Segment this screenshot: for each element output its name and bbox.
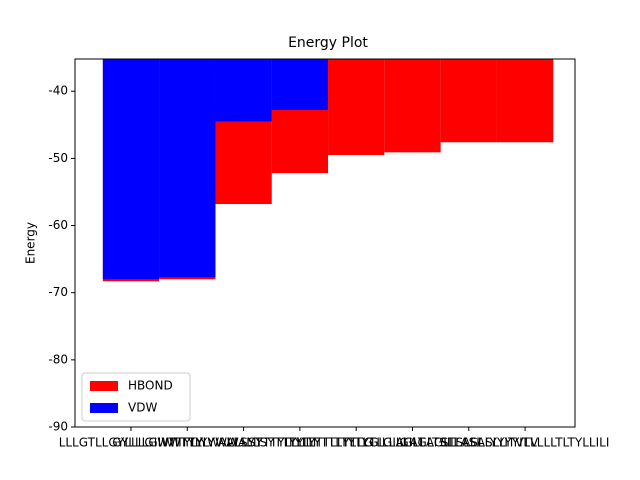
- chart-title: Energy Plot: [288, 35, 368, 51]
- bar: [328, 59, 385, 156]
- x-tick-label: WTTYLYWALLSYTTYLLYTT: [169, 436, 319, 450]
- bar: [271, 59, 329, 111]
- x-tick-label: LLLGTLLGYLLLGIWTTYLY: [59, 436, 204, 450]
- bar: [215, 59, 272, 122]
- bar: [440, 59, 497, 143]
- bar: [102, 59, 160, 280]
- x-tick-label: TLTYTLGILLAGLTSLLASL: [341, 436, 483, 450]
- x-tick-label: GILLAGLTSLLASLLYYITV: [399, 436, 539, 450]
- bar: [159, 59, 216, 278]
- legend-swatch: [90, 381, 118, 391]
- legend-label: VDW: [128, 401, 157, 415]
- x-tick-label: TYLLYTTLTYTLGILLAGLT: [286, 436, 426, 450]
- bars: [102, 59, 554, 282]
- x-tick-label: SLLASLLYYITVLLLLLTLTYLLILI: [441, 436, 610, 450]
- y-axis-label: Energy: [24, 222, 38, 264]
- plot-frame: [74, 58, 576, 428]
- y-tick-label: -60: [48, 218, 68, 232]
- y-tick-label: -90: [48, 420, 68, 434]
- y-tick-label: -50: [48, 151, 68, 165]
- y-tick-label: -40: [48, 84, 68, 98]
- legend-swatch: [90, 403, 118, 413]
- x-tick-label: GYLLLGIWTTYLYWALLSYT: [112, 436, 263, 450]
- bar: [384, 59, 441, 153]
- y-tick-label: -80: [48, 352, 68, 366]
- y-tick-label: -70: [48, 285, 68, 299]
- x-tick-label: WALLSYTTYLLYTTLTYTLG: [227, 436, 373, 450]
- legend-label: HBOND: [128, 379, 173, 393]
- bar: [496, 59, 554, 143]
